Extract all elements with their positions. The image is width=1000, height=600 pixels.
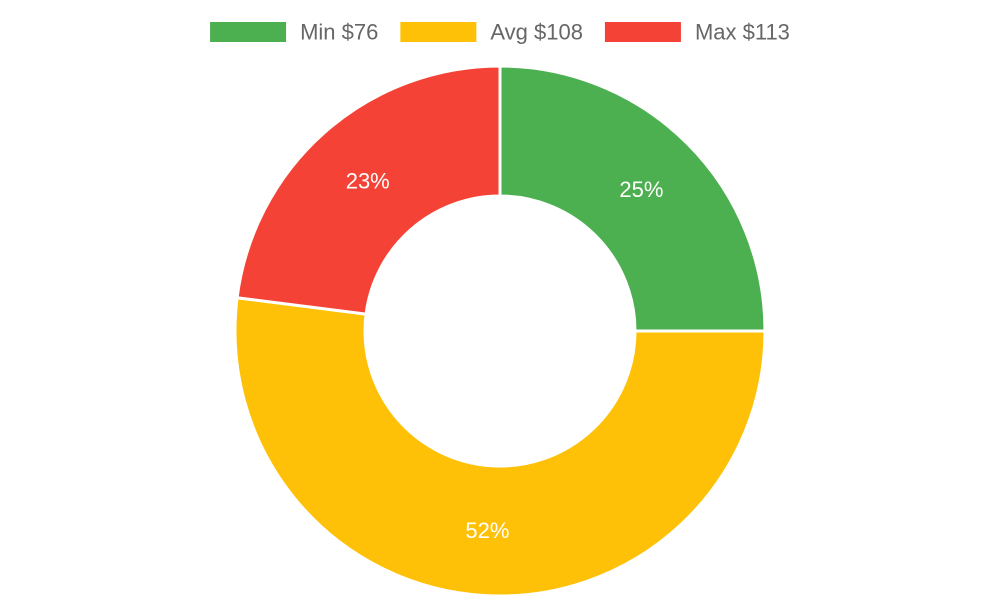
slice-label-max: 23% — [346, 168, 390, 193]
slice-label-min: 25% — [619, 177, 663, 202]
chart-legend: Min $76 Avg $108 Max $113 — [210, 20, 790, 45]
legend-label-min: Min $76 — [300, 20, 378, 45]
slice-avg[interactable] — [233, 296, 767, 598]
legend-item-min[interactable]: Min $76 — [210, 20, 378, 45]
chart-slice-labels: 25% 52% 23% — [346, 168, 664, 543]
legend-label-max: Max $113 — [695, 20, 790, 45]
chart-slices — [233, 64, 767, 598]
legend-item-max[interactable]: Max $113 — [604, 20, 790, 45]
legend-label-avg: Avg $108 — [490, 20, 583, 45]
legend-swatch-max — [604, 22, 681, 42]
legend-swatch-min — [210, 22, 287, 42]
slice-min[interactable] — [498, 64, 767, 333]
legend-swatch-avg — [400, 22, 477, 42]
slice-label-avg: 52% — [465, 518, 509, 543]
legend-item-avg[interactable]: Avg $108 — [400, 20, 583, 45]
slice-max[interactable] — [235, 64, 502, 316]
